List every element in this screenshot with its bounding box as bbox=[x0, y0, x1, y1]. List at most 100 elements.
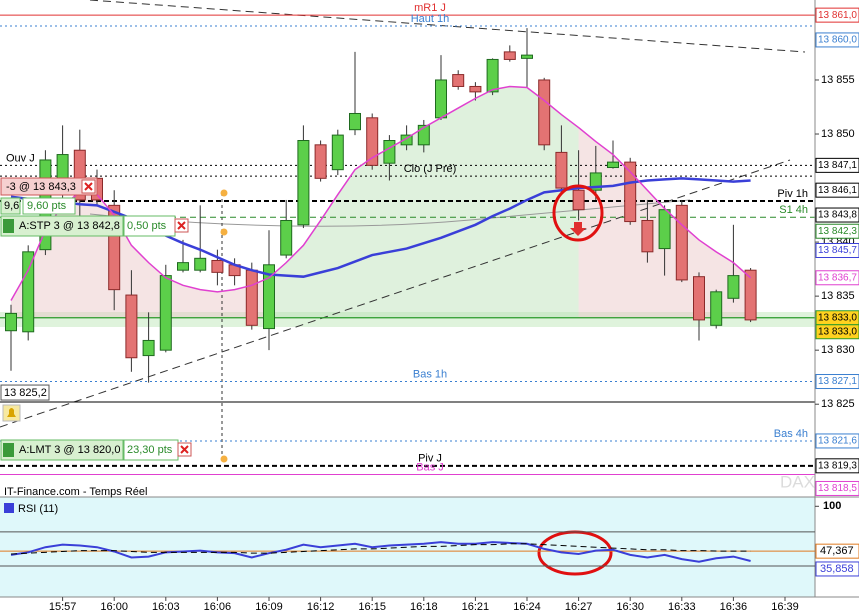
candle-body bbox=[744, 269, 757, 321]
level-name: Piv J bbox=[418, 453, 442, 465]
level-label: 13 833,0 bbox=[818, 326, 857, 337]
order-box bbox=[0, 177, 98, 196]
rsi-line bbox=[10, 541, 751, 563]
candle-body bbox=[142, 339, 155, 357]
candle-body bbox=[710, 291, 723, 326]
close-button[interactable] bbox=[174, 218, 189, 233]
candle-body bbox=[159, 275, 172, 351]
candle-body bbox=[108, 204, 121, 291]
order-pts: 23,30 pts bbox=[127, 444, 173, 456]
level-label: 13 821,6 bbox=[818, 436, 857, 447]
close-icon[interactable] bbox=[177, 221, 186, 230]
level-label: 13 833,0 bbox=[818, 312, 857, 323]
level-label-box bbox=[0, 384, 50, 401]
drag-handle[interactable] bbox=[3, 443, 14, 457]
candle-body bbox=[589, 172, 602, 191]
background-layer bbox=[0, 312, 815, 597]
candle-body bbox=[727, 275, 740, 299]
rsi-label: 47,367 bbox=[820, 545, 854, 557]
rsi-label-box bbox=[815, 561, 859, 577]
level-label-box bbox=[815, 182, 859, 198]
candle-body bbox=[503, 51, 516, 60]
level-label: 13 827,1 bbox=[818, 376, 857, 387]
marker-dot bbox=[220, 228, 228, 236]
level-name: Clo (J Pré) bbox=[404, 163, 457, 175]
close-icon[interactable] bbox=[84, 182, 93, 191]
y-tick-label: 100 bbox=[823, 500, 841, 512]
candle-body bbox=[572, 189, 585, 211]
x-tick-label: 16:09 bbox=[255, 601, 283, 613]
level-label-box bbox=[815, 207, 859, 223]
candle-body bbox=[693, 276, 705, 321]
ma-label: 13 836,7 bbox=[818, 272, 857, 283]
close-icon[interactable] bbox=[180, 445, 189, 454]
order-text: A:STP 3 @ 13 842,8 bbox=[19, 220, 120, 232]
candle-body bbox=[555, 151, 568, 189]
curve bbox=[89, 199, 691, 227]
level-label: 13 818,5 bbox=[818, 483, 857, 494]
drawings bbox=[0, 0, 806, 463]
candle-body bbox=[280, 219, 293, 256]
level-label-box bbox=[815, 223, 859, 239]
candle-body bbox=[658, 209, 671, 250]
candle-body bbox=[263, 264, 275, 330]
level-name: Bas J bbox=[416, 461, 444, 473]
x-tick-label: 16:15 bbox=[358, 601, 386, 613]
drag-handle[interactable] bbox=[3, 219, 14, 233]
y-tick-label: 13 825 bbox=[821, 398, 855, 410]
candle-body bbox=[366, 117, 379, 166]
order-box bbox=[0, 439, 124, 461]
x-tick-label: 16:27 bbox=[565, 601, 593, 613]
x-tick-label: 16:18 bbox=[410, 601, 438, 613]
level-name: Bas 1h bbox=[413, 368, 447, 380]
candle-body bbox=[5, 312, 17, 332]
candle-body bbox=[177, 262, 189, 271]
level-label-box bbox=[815, 7, 859, 23]
x-tick-label: 16:30 bbox=[616, 601, 644, 613]
order-text: 9,6 bbox=[4, 200, 19, 212]
level-label-box bbox=[815, 374, 859, 390]
marker-dot bbox=[220, 455, 228, 463]
rsi-legend-swatch bbox=[4, 503, 14, 513]
rsi-label: 35,858 bbox=[820, 563, 854, 575]
candle-body bbox=[400, 134, 413, 146]
level-label: 13 846,1 bbox=[818, 185, 857, 196]
y-tick-label: 13 830 bbox=[821, 344, 855, 356]
marker-dot bbox=[220, 189, 228, 197]
level-name: Piv 1h bbox=[777, 188, 808, 200]
level-label-box bbox=[815, 480, 859, 496]
x-tick-label: 15:57 bbox=[49, 601, 77, 613]
highlight-circle bbox=[552, 184, 604, 242]
x-tick-label: 16:00 bbox=[100, 601, 128, 613]
candle-body bbox=[452, 74, 465, 87]
level-label: 13 842,3 bbox=[818, 226, 857, 237]
order-text: -3 @ 13 843,3 bbox=[6, 181, 76, 193]
candle-body bbox=[314, 144, 327, 179]
candle-body bbox=[245, 269, 258, 326]
rsi-line bbox=[10, 543, 751, 555]
level-label-box bbox=[815, 157, 859, 173]
order-box bbox=[0, 215, 124, 237]
x-tick-label: 16:21 bbox=[462, 601, 490, 613]
moving-average bbox=[10, 85, 752, 301]
level-label: 13 819,3 bbox=[818, 460, 857, 471]
candle-body bbox=[331, 134, 344, 171]
level-name: Bas 4h bbox=[774, 428, 808, 440]
candle-body bbox=[641, 219, 654, 253]
y-tick-label: 13 835 bbox=[821, 290, 855, 302]
candle-body bbox=[194, 257, 207, 271]
candle-body bbox=[675, 204, 688, 281]
level-label-box bbox=[815, 433, 859, 449]
level-name: mR1 J bbox=[414, 2, 446, 14]
x-tick-label: 16:03 bbox=[152, 601, 180, 613]
level-label-box bbox=[815, 32, 859, 48]
close-button[interactable] bbox=[177, 442, 192, 457]
trend-line bbox=[89, 0, 806, 53]
close-button[interactable] bbox=[81, 179, 96, 194]
level-label: 13 847,1 bbox=[818, 160, 857, 171]
bell[interactable] bbox=[7, 408, 16, 417]
candle-body bbox=[624, 161, 637, 223]
watermark: DAX bbox=[780, 472, 815, 491]
rsi-label-box bbox=[815, 543, 859, 559]
level-label: 13 860,0 bbox=[818, 35, 857, 46]
